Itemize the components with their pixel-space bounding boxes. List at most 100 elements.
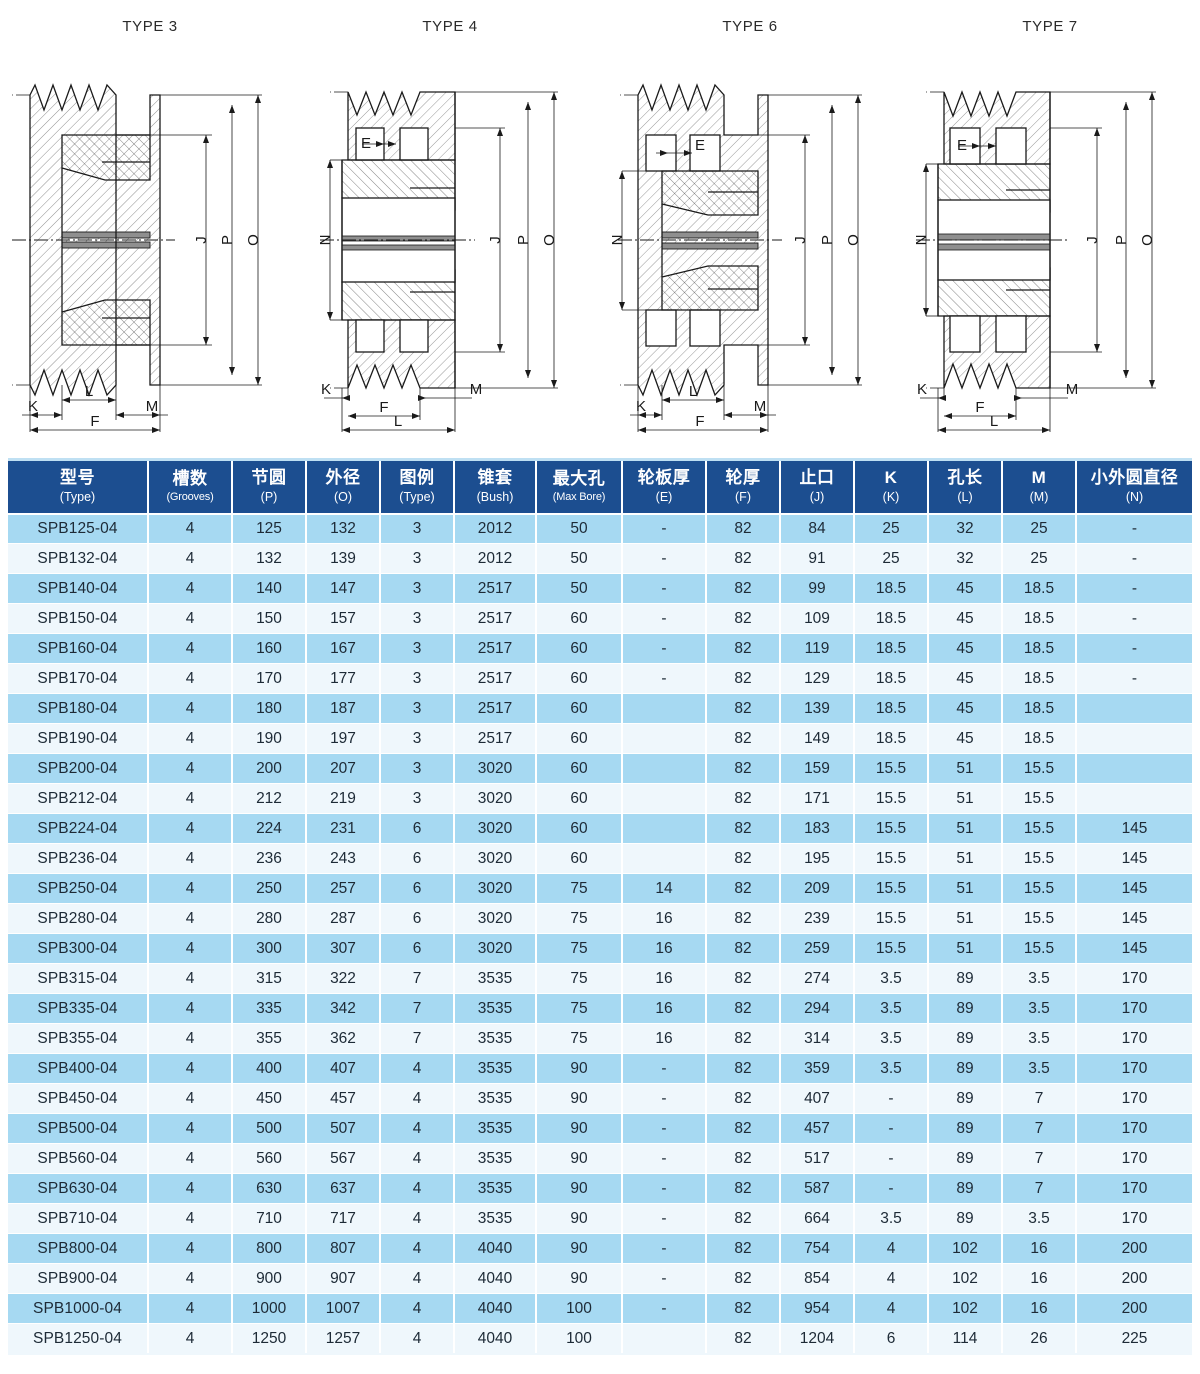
table-row: SPB250-04 4 250 257 6 3020 75 14 82 209 15.5 51 15.5… — [8, 873, 1192, 905]
cell-fig_type: 6 — [379, 903, 455, 935]
cell-N: - — [1075, 603, 1192, 635]
cell-F: 82 — [705, 843, 781, 875]
cell-P: 200 — [231, 753, 307, 785]
cell-J: 84 — [779, 513, 855, 545]
column-header-cn: 孔长 — [947, 468, 983, 487]
table-row: SPB450-04 4 450 457 4 3535 90-82 407-89 7 170 — [8, 1083, 1192, 1115]
cell-P: 800 — [231, 1233, 307, 1265]
table-row: SPB335-04 4 335 342 7 3535 75 16 82 294 3.5 89 3.5 17… — [8, 993, 1192, 1025]
column-header-cn: M — [1031, 468, 1047, 487]
cell-O: 507 — [305, 1113, 381, 1145]
cell-fig_type: 3 — [379, 573, 455, 605]
column-header-grooves: 槽数 (Grooves) — [147, 457, 233, 515]
cell-O: 177 — [305, 663, 381, 695]
figure-title-type-3: TYPE 3 — [122, 18, 178, 35]
table-row: SPB630-04 4 630 637 4 3535 90-82 587-89 7 170 — [8, 1173, 1192, 1205]
column-header-O: 外径 (O) — [305, 457, 381, 515]
cell-grooves: 4 — [147, 603, 233, 635]
cell-N: 200 — [1075, 1233, 1192, 1265]
cell-P: 500 — [231, 1113, 307, 1145]
cell-N: 170 — [1075, 1203, 1192, 1235]
cell-M: 3.5 — [1001, 1053, 1077, 1085]
cell-L: 89 — [927, 1083, 1003, 1115]
figure-type-3: TYPE 3 — [0, 0, 300, 440]
cell-L: 89 — [927, 1203, 1003, 1235]
cell-M: 7 — [1001, 1173, 1077, 1205]
cell-E: - — [621, 1293, 707, 1325]
cell-L: 89 — [927, 1143, 1003, 1175]
cell-E: 16 — [621, 903, 707, 935]
cell-max_bore: 75 — [535, 1023, 623, 1055]
table-row: SPB140-04 4 140 147 3 2517 50-82 99 18.5 45 18.5- — [8, 573, 1192, 605]
cell-K: 18.5 — [853, 603, 929, 635]
cell-max_bore: 75 — [535, 903, 623, 935]
cell-type: SPB190-04 — [8, 723, 149, 755]
cell-type: SPB236-04 — [8, 843, 149, 875]
cell-J: 314 — [779, 1023, 855, 1055]
cell-fig_type: 7 — [379, 993, 455, 1025]
cell-L: 32 — [927, 543, 1003, 575]
figure-title-type-6: TYPE 6 — [722, 18, 778, 35]
cell-F: 82 — [705, 1203, 781, 1235]
cell-N: - — [1075, 573, 1192, 605]
cell-J: 359 — [779, 1053, 855, 1085]
cell-L: 102 — [927, 1233, 1003, 1265]
cell-O: 567 — [305, 1143, 381, 1175]
cell-K: 3.5 — [853, 1203, 929, 1235]
cell-M: 7 — [1001, 1113, 1077, 1145]
table-row: SPB224-04 4 224 231 6 3020 60 82 183 15.5 51 15.5 14… — [8, 813, 1192, 845]
cell-grooves: 4 — [147, 1233, 233, 1265]
column-header-cn: 外径 — [325, 468, 361, 487]
cell-E: - — [621, 1083, 707, 1115]
cell-L: 51 — [927, 813, 1003, 845]
cell-E — [621, 1323, 707, 1355]
cell-grooves: 4 — [147, 513, 233, 545]
table-row: SPB710-04 4 710 717 4 3535 90-82 664 3.5 89 3.5 170 — [8, 1203, 1192, 1235]
column-header-cn: 小外圆直径 — [1090, 468, 1179, 487]
cell-grooves: 4 — [147, 1323, 233, 1355]
cell-max_bore: 60 — [535, 843, 623, 875]
cell-L: 51 — [927, 873, 1003, 905]
cell-E: 16 — [621, 993, 707, 1025]
cell-fig_type: 3 — [379, 693, 455, 725]
cell-M: 3.5 — [1001, 993, 1077, 1025]
cell-E: - — [621, 1263, 707, 1295]
cell-J: 119 — [779, 633, 855, 665]
cell-J: 407 — [779, 1083, 855, 1115]
cell-F: 82 — [705, 993, 781, 1025]
cell-L: 32 — [927, 513, 1003, 545]
cell-P: 236 — [231, 843, 307, 875]
cell-N: 170 — [1075, 1143, 1192, 1175]
cell-grooves: 4 — [147, 663, 233, 695]
column-header-F: 轮厚 (F) — [705, 457, 781, 515]
cell-type: SPB280-04 — [8, 903, 149, 935]
cell-fig_type: 7 — [379, 963, 455, 995]
cell-K: 18.5 — [853, 723, 929, 755]
cell-type: SPB150-04 — [8, 603, 149, 635]
dim-label-L: L — [394, 413, 402, 430]
table-body: SPB125-04 4 125 132 3 2012 50-82 84 25 32 25- SPB13… — [8, 513, 1192, 1355]
cell-O: 307 — [305, 933, 381, 965]
column-header-cn: 图例 — [399, 468, 435, 487]
cell-bush: 4040 — [453, 1263, 537, 1295]
cell-P: 710 — [231, 1203, 307, 1235]
column-header-bush: 锥套 (Bush) — [453, 457, 537, 515]
cell-fig_type: 3 — [379, 783, 455, 815]
cell-N: 170 — [1075, 993, 1192, 1025]
cell-type: SPB560-04 — [8, 1143, 149, 1175]
dim-label-N: N — [609, 235, 626, 246]
cell-J: 457 — [779, 1113, 855, 1145]
cell-L: 102 — [927, 1263, 1003, 1295]
cell-K: 15.5 — [853, 933, 929, 965]
cell-grooves: 4 — [147, 633, 233, 665]
cell-fig_type: 4 — [379, 1053, 455, 1085]
cell-N: 200 — [1075, 1263, 1192, 1295]
table-row: SPB190-04 4 190 197 3 2517 60 82 149 18.5 45 18.5 — [8, 723, 1192, 755]
dim-label-J: J — [1084, 236, 1101, 244]
cell-bush: 2517 — [453, 573, 537, 605]
cell-type: SPB630-04 — [8, 1173, 149, 1205]
cell-fig_type: 3 — [379, 663, 455, 695]
cell-type: SPB300-04 — [8, 933, 149, 965]
cell-K: 6 — [853, 1323, 929, 1355]
cell-fig_type: 3 — [379, 543, 455, 575]
